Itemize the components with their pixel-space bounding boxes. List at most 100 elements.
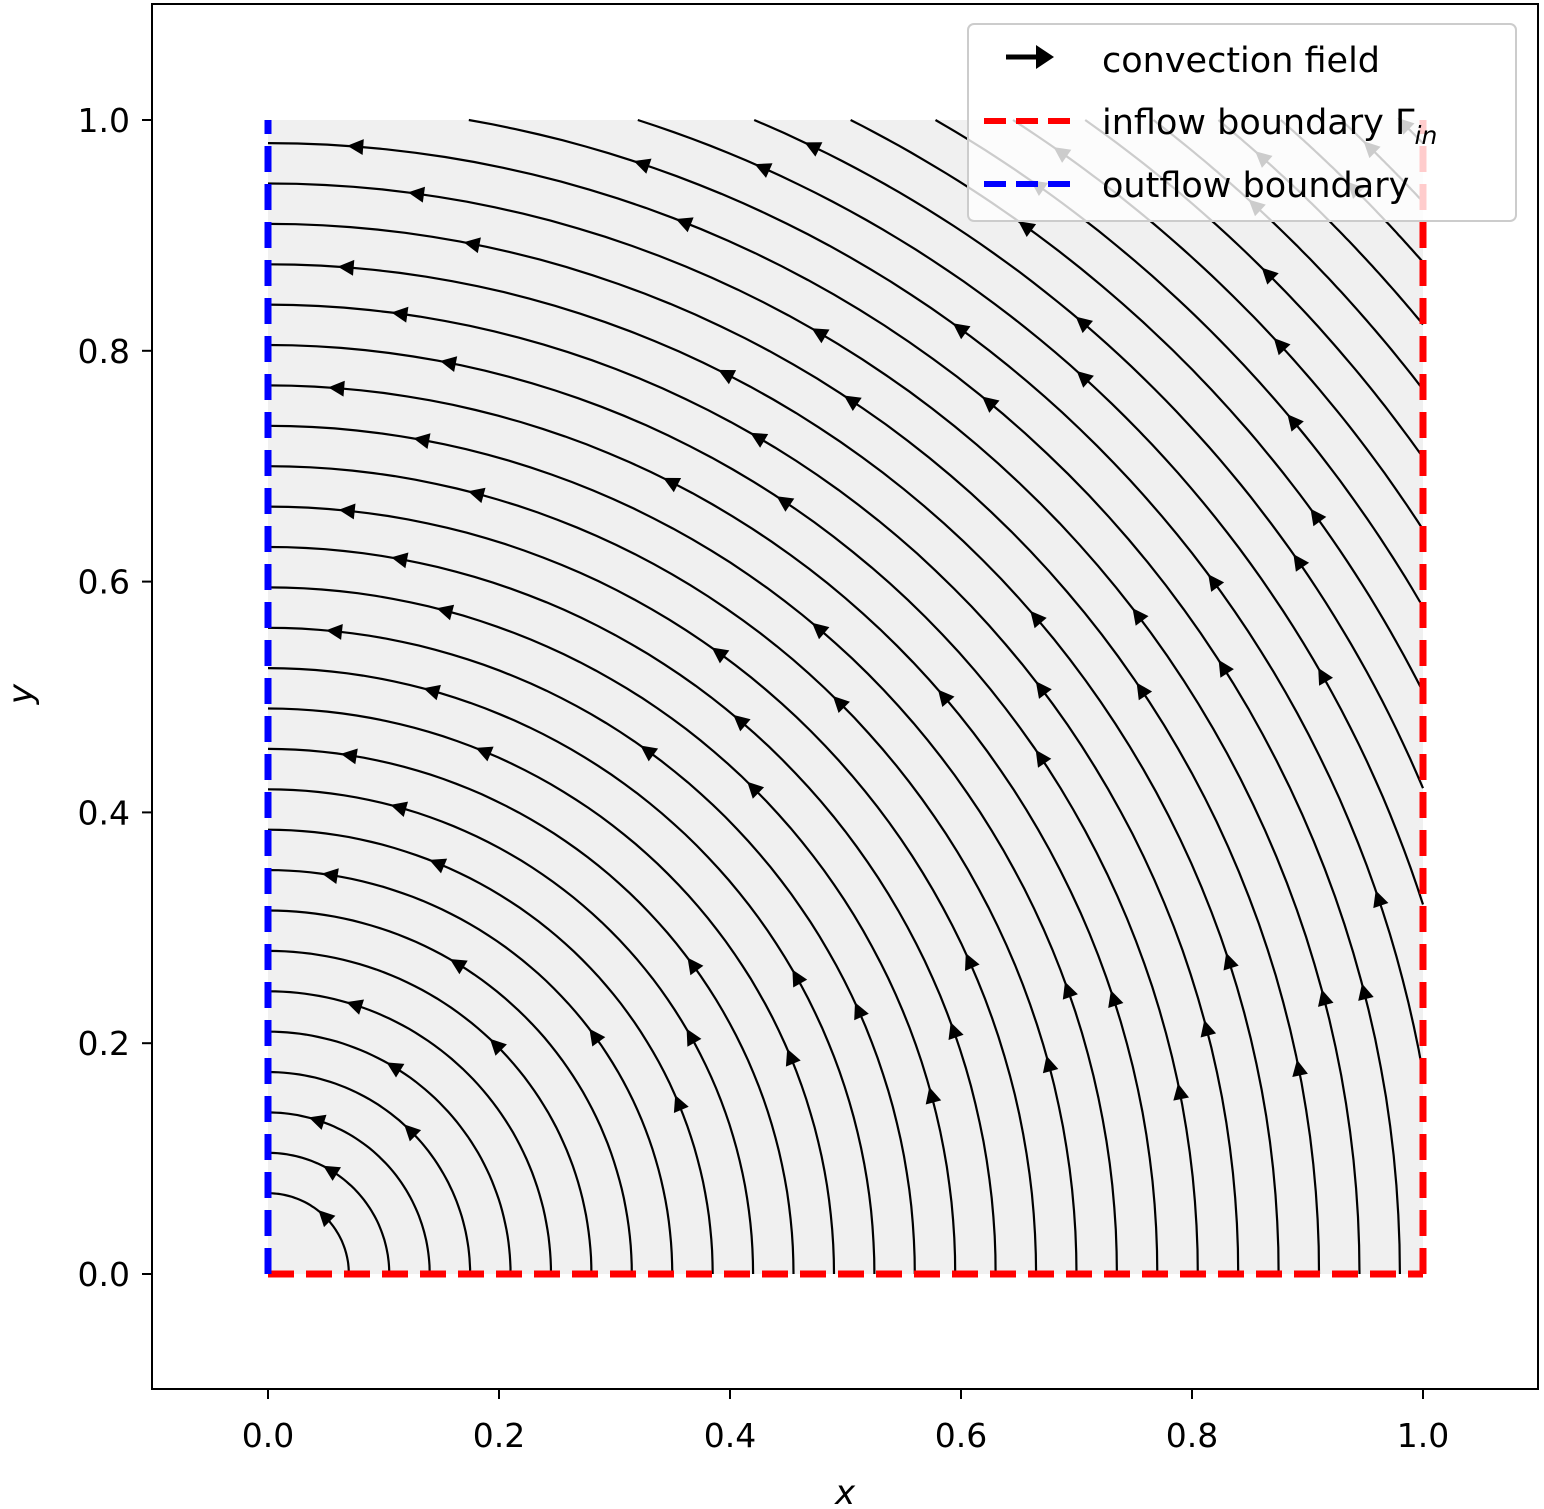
domain-background bbox=[268, 120, 1423, 1274]
streamline-arrowhead bbox=[308, 1114, 327, 1130]
streamline-arrowhead bbox=[1035, 681, 1052, 699]
streamline bbox=[267, 1151, 391, 1275]
streamline-arrowhead bbox=[386, 1062, 405, 1078]
y-tick-label: 0.8 bbox=[78, 332, 130, 371]
x-tick-label: 0.2 bbox=[473, 1416, 525, 1455]
boundary-lines bbox=[264, 120, 1427, 1278]
streamline-arrowhead bbox=[1358, 983, 1374, 1001]
streamline bbox=[267, 222, 1321, 1275]
streamline-arrowhead bbox=[1208, 574, 1225, 592]
streamline bbox=[267, 263, 1280, 1275]
legend-label-inflow-boundary: inflow boundary Γin bbox=[1102, 103, 1437, 150]
streamline-arrowhead bbox=[686, 1028, 702, 1047]
y-axis-label: y bbox=[1, 683, 41, 705]
streamline-arrowhead bbox=[429, 858, 448, 874]
streamline-arrowhead bbox=[733, 714, 751, 732]
legend: convection field inflow boundary Γin out… bbox=[967, 23, 1517, 222]
streamline-arrowhead bbox=[1075, 316, 1093, 334]
legend-item-convection-field: convection field bbox=[1006, 41, 1380, 81]
streamline-arrowhead bbox=[468, 487, 486, 504]
streamline-arrowhead bbox=[413, 433, 431, 449]
streamline bbox=[267, 626, 916, 1275]
legend-item-inflow-boundary: inflow boundary Γin bbox=[984, 103, 1437, 150]
convection-arrowhead-icon bbox=[1036, 45, 1054, 69]
streamline-arrowhead bbox=[640, 745, 659, 762]
streamline bbox=[267, 747, 795, 1275]
streamline-arrowhead bbox=[391, 552, 409, 569]
streamline-arrowhead bbox=[463, 237, 481, 254]
x-tick-label: 0.4 bbox=[704, 1416, 756, 1455]
streamline-arrowhead bbox=[938, 689, 955, 707]
streamline-arrowhead bbox=[1200, 1020, 1217, 1038]
streamline-arrowhead bbox=[982, 396, 1000, 413]
x-tick-label: 1.0 bbox=[1397, 1416, 1449, 1455]
x-tick-label: 0.6 bbox=[935, 1416, 987, 1455]
streamline-arrowhead bbox=[390, 801, 408, 817]
streamline-arrowhead bbox=[1373, 890, 1389, 909]
streamline bbox=[267, 424, 1118, 1275]
streamline-arrowhead bbox=[440, 356, 458, 372]
streamline-arrowhead bbox=[1173, 1083, 1189, 1101]
streamline bbox=[468, 118, 1425, 1074]
streamline bbox=[267, 707, 836, 1275]
streamline-arrowhead bbox=[776, 496, 795, 512]
streamline-arrowhead bbox=[804, 142, 823, 157]
streamline bbox=[268, 1030, 512, 1274]
streamline-arrowhead bbox=[673, 1095, 689, 1113]
streamline-arrowhead bbox=[347, 139, 364, 155]
streamline bbox=[267, 343, 1199, 1275]
streamline-arrowhead bbox=[391, 306, 409, 323]
streamline-arrowhead bbox=[436, 604, 455, 621]
streamline-arrowhead bbox=[754, 163, 773, 178]
streamline-arrowhead bbox=[854, 1002, 869, 1021]
streamline-arrowhead bbox=[475, 746, 494, 762]
streamline-arrowhead bbox=[589, 1028, 606, 1047]
y-tick-label: 0.4 bbox=[78, 793, 130, 832]
streamline-arrowhead bbox=[338, 503, 356, 520]
streamline-arrowhead bbox=[925, 1087, 942, 1105]
streamline-arrowhead bbox=[408, 186, 425, 203]
legend-label-convection-field: convection field bbox=[1102, 41, 1380, 81]
streamline-arrowhead bbox=[1218, 659, 1234, 678]
streamline-arrowhead bbox=[1287, 414, 1304, 432]
streamline-arrowhead bbox=[1223, 952, 1239, 971]
streamline-arrowhead bbox=[323, 1165, 341, 1181]
streamline-arrowhead bbox=[675, 217, 694, 233]
streamline-arrowhead bbox=[321, 868, 339, 884]
streamline-arrowhead bbox=[687, 957, 704, 976]
streamline-arrowhead bbox=[965, 953, 980, 971]
streamline-arrowhead bbox=[711, 647, 730, 664]
streamline bbox=[637, 118, 1425, 905]
streamline-arrowhead bbox=[1018, 221, 1037, 237]
y-tick-label: 1.0 bbox=[78, 101, 130, 140]
streamline bbox=[267, 869, 674, 1275]
streamline-arrowhead bbox=[340, 748, 358, 765]
streamline-arrowhead bbox=[1108, 990, 1124, 1008]
streamline-arrowhead bbox=[1261, 267, 1279, 285]
streamline-arrowhead bbox=[1318, 667, 1333, 686]
streamline bbox=[267, 142, 1401, 1275]
plot-area bbox=[264, 117, 1427, 1278]
x-tick-label: 0.0 bbox=[242, 1416, 294, 1455]
streamline-arrowhead bbox=[326, 624, 343, 640]
legend-item-outflow-boundary: outflow boundary bbox=[984, 166, 1409, 206]
streamline-arrowhead bbox=[423, 684, 441, 701]
streamline-arrowhead bbox=[328, 380, 345, 397]
y-tick-label: 0.0 bbox=[78, 1255, 130, 1294]
streamline-arrowhead bbox=[1132, 608, 1149, 626]
streamline-arrowhead bbox=[449, 959, 468, 975]
legend-inflow-subscript: in bbox=[1415, 121, 1438, 150]
y-tick-label: 0.6 bbox=[78, 563, 130, 602]
streamline-arrowhead bbox=[1042, 1055, 1059, 1074]
streamline-arrowhead bbox=[747, 781, 765, 799]
streamline-arrowhead bbox=[843, 395, 862, 411]
y-tick-label: 0.2 bbox=[78, 1024, 130, 1063]
streamline-arrowhead bbox=[718, 369, 737, 385]
streamline bbox=[267, 990, 553, 1275]
streamline-arrowhead bbox=[811, 328, 830, 344]
x-tick-label: 0.8 bbox=[1166, 1416, 1218, 1455]
streamline-arrowhead bbox=[832, 696, 850, 713]
streamline-arrowhead bbox=[1273, 338, 1291, 356]
streamline bbox=[267, 384, 1159, 1275]
streamline-arrowhead bbox=[404, 1124, 422, 1142]
